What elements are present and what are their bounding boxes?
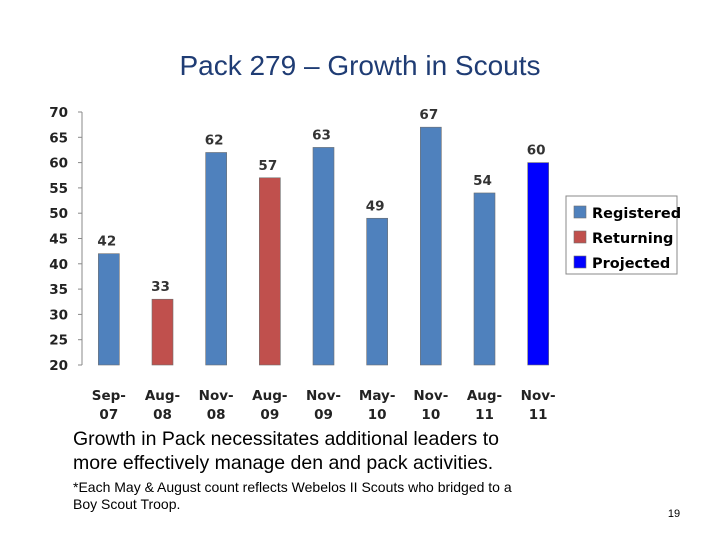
legend-label: Projected — [592, 256, 670, 272]
x-tick-label: Nov- — [521, 388, 556, 404]
x-tick-label: Aug- — [467, 388, 502, 404]
x-tick-label: Sep- — [92, 388, 126, 404]
data-label: 33 — [151, 279, 170, 295]
bar — [205, 152, 227, 366]
bar — [366, 217, 388, 366]
y-axis-ticks: 70 65 60 55 50 45 40 35 30 25 20 — [49, 105, 82, 374]
x-tick-label: 10 — [368, 407, 387, 423]
y-tick-label: 65 — [49, 130, 68, 146]
x-tick-label: May- — [359, 388, 396, 404]
legend-swatch — [573, 230, 587, 244]
x-tick-label: Nov- — [199, 388, 234, 404]
body-text: Growth in Pack necessitates additional l… — [73, 427, 613, 475]
y-tick-label: 45 — [49, 232, 68, 248]
y-tick-label: 70 — [49, 105, 68, 121]
bar — [151, 298, 174, 366]
legend-label: Registered — [592, 206, 681, 222]
y-tick-label: 55 — [49, 181, 68, 197]
y-tick-label: 35 — [49, 282, 68, 298]
legend-swatch — [573, 205, 587, 219]
x-axis-labels: Sep- 07 Aug- 08 Nov- 08 Aug- 09 Nov- 09 May- 10 Nov-… — [92, 388, 556, 423]
x-tick-label: 09 — [314, 407, 333, 423]
bar — [527, 162, 549, 366]
y-tick-label: 60 — [49, 156, 68, 172]
x-tick-label: 08 — [153, 407, 172, 423]
body-text-line-1: Growth in Pack necessitates additional l… — [73, 428, 499, 450]
footnote: *Each May & August count reflects Webelo… — [73, 479, 613, 513]
bars-group: 42 33 62 57 63 49 67 54 60 — [97, 107, 549, 366]
legend-label: Returning — [592, 231, 673, 247]
legend: Registered Returning Projected — [565, 195, 681, 275]
slide-title: Pack 279 – Growth in Scouts — [179, 50, 541, 81]
x-tick-label: Nov- — [306, 388, 341, 404]
y-tick-label: 50 — [49, 206, 68, 222]
data-label: 49 — [366, 198, 385, 214]
y-tick-label: 40 — [49, 257, 68, 273]
footnote-line-1: *Each May & August count reflects Webelo… — [73, 479, 512, 495]
bar — [473, 192, 496, 366]
bar — [98, 253, 120, 366]
data-label: 60 — [527, 143, 546, 159]
page-number: 19 — [667, 508, 681, 520]
body-text-line-2: more effectively manage den and pack act… — [73, 452, 494, 474]
data-label: 57 — [258, 158, 277, 174]
y-tick-label: 20 — [49, 358, 68, 374]
x-tick-label: 11 — [529, 407, 548, 423]
x-tick-label: 09 — [260, 407, 279, 423]
data-label: 62 — [205, 132, 224, 148]
data-label: 54 — [473, 173, 492, 189]
footnote-line-2: Boy Scout Troop. — [73, 496, 181, 512]
legend-swatch — [573, 255, 587, 269]
bar — [420, 126, 442, 366]
x-tick-label: 10 — [421, 407, 440, 423]
bar-chart: 70 65 60 55 50 45 40 35 30 25 20 42 33 62 57 63 49 67 54 6… — [49, 105, 681, 423]
x-tick-label: Aug- — [252, 388, 287, 404]
data-label: 42 — [97, 234, 116, 250]
y-tick-label: 30 — [49, 307, 68, 323]
x-tick-label: 08 — [207, 407, 226, 423]
data-label: 67 — [419, 107, 438, 123]
bar — [259, 177, 281, 366]
x-tick-label: Aug- — [145, 388, 180, 404]
y-tick-label: 25 — [49, 333, 68, 349]
x-tick-label: Nov- — [413, 388, 448, 404]
data-label: 63 — [312, 127, 331, 143]
bar — [312, 147, 335, 366]
x-tick-label: 11 — [475, 407, 494, 423]
x-tick-label: 07 — [99, 407, 118, 423]
